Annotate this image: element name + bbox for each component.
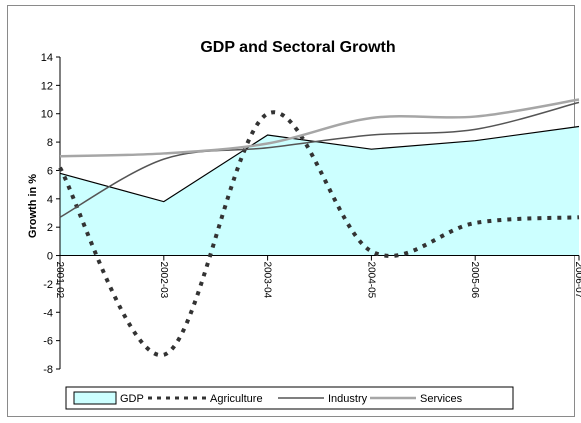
- y-tick-label: 8: [47, 137, 53, 149]
- y-tick-label: 4: [47, 194, 53, 206]
- legend-swatch-gdp: [73, 391, 117, 405]
- y-tick-label: 14: [41, 52, 53, 64]
- y-tick-label: 12: [41, 80, 53, 92]
- chart-title: GDP and Sectoral Growth: [200, 39, 395, 56]
- legend-label: GDP: [120, 393, 144, 405]
- y-tick-label: -4: [43, 307, 53, 319]
- legend-label: Agriculture: [210, 393, 263, 405]
- gdp-area: [60, 126, 579, 256]
- y-tick-label: -6: [43, 336, 53, 348]
- y-axis-title: Growth in %: [27, 174, 39, 238]
- legend-label: Industry: [328, 393, 368, 405]
- x-tick-label: 2002-03: [158, 262, 169, 299]
- legend: GDP Agriculture Industry Services: [65, 386, 514, 410]
- legend-label: Services: [420, 393, 463, 405]
- x-tick-label: 2006-07: [573, 262, 581, 299]
- x-tick-label: 2004-05: [365, 262, 376, 299]
- series-line-industry: [59, 101, 580, 218]
- x-tick-label: 2003-04: [262, 262, 273, 299]
- plot-area: -8 -6 -4 -2 0 2 4 6 8 10 12 14 2001-02 2002-03 2003-04…: [41, 52, 581, 376]
- x-tick-label: 2001-02: [54, 262, 65, 299]
- gdp-line: [59, 125, 580, 203]
- y-tick-label: 0: [47, 251, 53, 263]
- y-tick-label: 10: [41, 109, 53, 121]
- y-tick-label: -2: [43, 279, 53, 291]
- y-tick-label: 6: [47, 165, 53, 177]
- series-line-services: [59, 98, 580, 158]
- y-tick-label: 2: [47, 222, 53, 234]
- x-tick-label: 2005-06: [469, 262, 480, 299]
- series-line-agriculture: [58, 110, 580, 357]
- y-tick-label: -8: [43, 364, 53, 376]
